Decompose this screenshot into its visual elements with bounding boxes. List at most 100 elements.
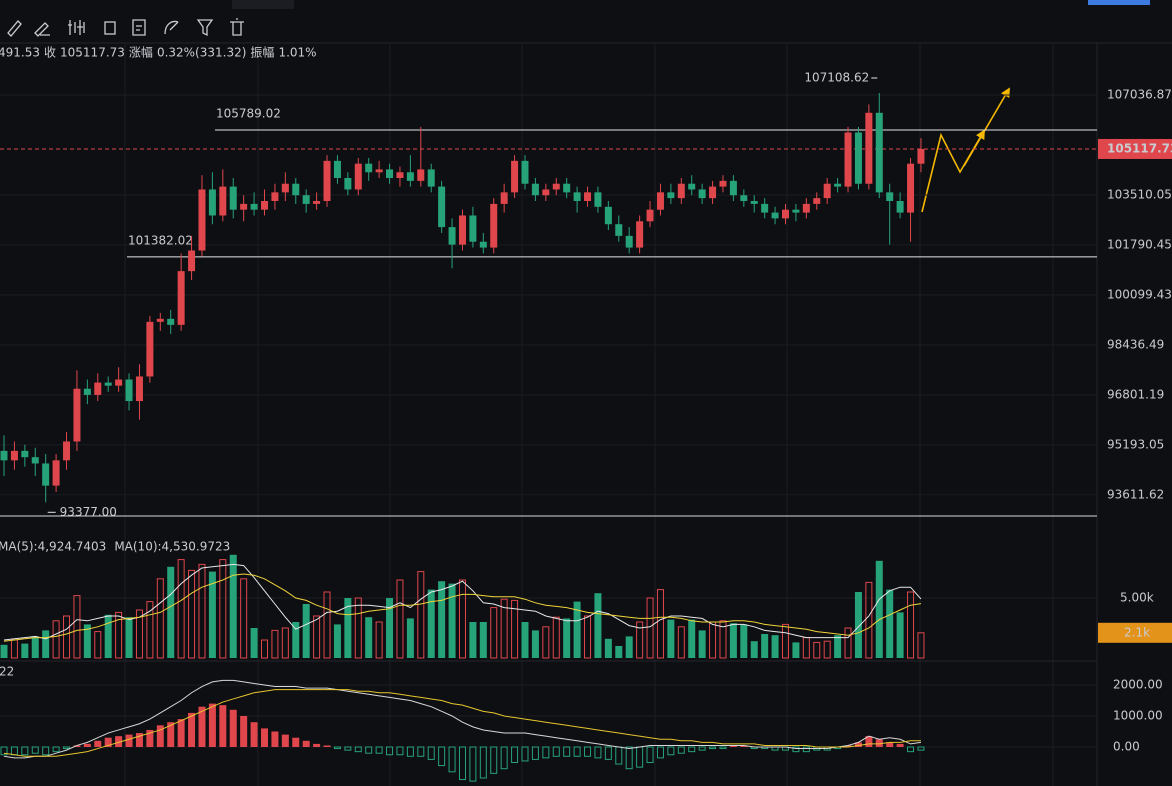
volume-bar [302, 604, 310, 658]
volume-bar [584, 615, 592, 659]
candle-body [688, 183, 696, 190]
volume-bar [740, 624, 748, 658]
draw-tool[interactable] [34, 22, 50, 37]
candle-body [52, 460, 60, 486]
candle-body [438, 186, 446, 228]
volume-bar [844, 627, 852, 659]
delete-tool[interactable] [230, 18, 244, 36]
macd-bar [313, 743, 321, 748]
volume-bar [782, 623, 789, 659]
candle-body [135, 376, 143, 402]
candle-body [854, 132, 862, 184]
candle-body [63, 441, 71, 461]
volume-bar [636, 621, 644, 659]
candle-body [104, 382, 112, 386]
y-tick-label: 2000.00 [1113, 678, 1163, 692]
candle-body [782, 209, 789, 219]
macd-bar [219, 705, 227, 748]
projection-arrows [921, 87, 1010, 213]
volume-bar [896, 612, 904, 658]
macd-bar [323, 745, 331, 748]
candle-body [302, 195, 310, 204]
volume-bar [208, 571, 216, 658]
candle-body [886, 192, 894, 202]
candle-body [771, 212, 779, 219]
macd-bar [521, 746, 529, 762]
candle-body [729, 180, 737, 196]
toolbar [7, 0, 1150, 37]
macd-bar [886, 742, 894, 748]
macd-bar [250, 722, 258, 748]
low-label: 93377.00 [60, 505, 117, 519]
macd-bar [917, 746, 925, 751]
candle-body [677, 183, 685, 199]
top-tab [232, 0, 294, 9]
high-label: 107108.62 [804, 71, 869, 85]
volume-bar [396, 579, 404, 659]
macd-bar [646, 746, 654, 764]
macd-bar [146, 729, 154, 748]
volume-bar [135, 609, 143, 659]
macd-bar [573, 746, 581, 757]
candle-body [261, 201, 268, 210]
volume-bar [52, 620, 60, 659]
volume-bar [188, 569, 196, 659]
volume-bar [458, 579, 466, 659]
info-text: 涨幅 [129, 45, 153, 60]
candle-body [427, 169, 435, 187]
last-price-tag [1098, 138, 1172, 159]
candle-body [636, 221, 644, 248]
macd-bar [552, 746, 560, 757]
macd-bar [792, 746, 800, 753]
volume-bar [448, 583, 456, 658]
macd-bar [240, 716, 248, 748]
candle-body [834, 183, 842, 187]
volume-bar [792, 642, 800, 658]
candle-body [813, 198, 821, 204]
macd-bar [406, 746, 414, 757]
volume-bar [167, 566, 175, 658]
volume-bar [907, 591, 915, 659]
volume-bar [813, 641, 821, 659]
clip-tool[interactable] [104, 21, 116, 35]
candle-body [167, 318, 175, 325]
volume-bar [834, 635, 842, 658]
volume-bar [563, 618, 571, 658]
macd-bar [479, 746, 487, 779]
volume-bar [31, 636, 39, 658]
volume-bar [281, 627, 289, 659]
volume-bar [604, 638, 612, 658]
volume-bar [750, 641, 758, 658]
pencil-tool[interactable] [7, 20, 22, 37]
level-label: 101382.02 [128, 233, 193, 247]
macd-bar [188, 712, 196, 748]
macd-bar [104, 737, 112, 748]
macd-bar [354, 746, 362, 753]
y-tick-label: 100099.43 [1107, 287, 1172, 301]
macd-bar [625, 746, 633, 770]
candle-body [386, 169, 394, 178]
macd-bar [375, 746, 383, 754]
info-text: 0.32%(331.32) [157, 46, 246, 60]
candle-body [563, 183, 571, 193]
top-button[interactable] [1088, 0, 1150, 5]
volume-bar [0, 644, 8, 658]
candle-body [740, 195, 748, 202]
volume-bar [73, 595, 81, 659]
candle-body [667, 192, 675, 199]
magnet-tool[interactable] [164, 20, 179, 35]
volume-bar [761, 634, 769, 658]
macd-bar [271, 731, 279, 748]
macd-bar [292, 737, 300, 748]
volume-bar [490, 607, 498, 659]
candle-body [208, 189, 216, 216]
macd-bar [42, 746, 50, 756]
macd-bar [261, 728, 268, 748]
filter-tool[interactable] [196, 19, 214, 37]
candle-body [573, 192, 581, 202]
candle-tool[interactable] [68, 20, 85, 35]
note-tool[interactable] [132, 19, 146, 36]
volume-bar [698, 630, 706, 658]
candle-body [10, 450, 18, 461]
candle-body [917, 148, 925, 164]
